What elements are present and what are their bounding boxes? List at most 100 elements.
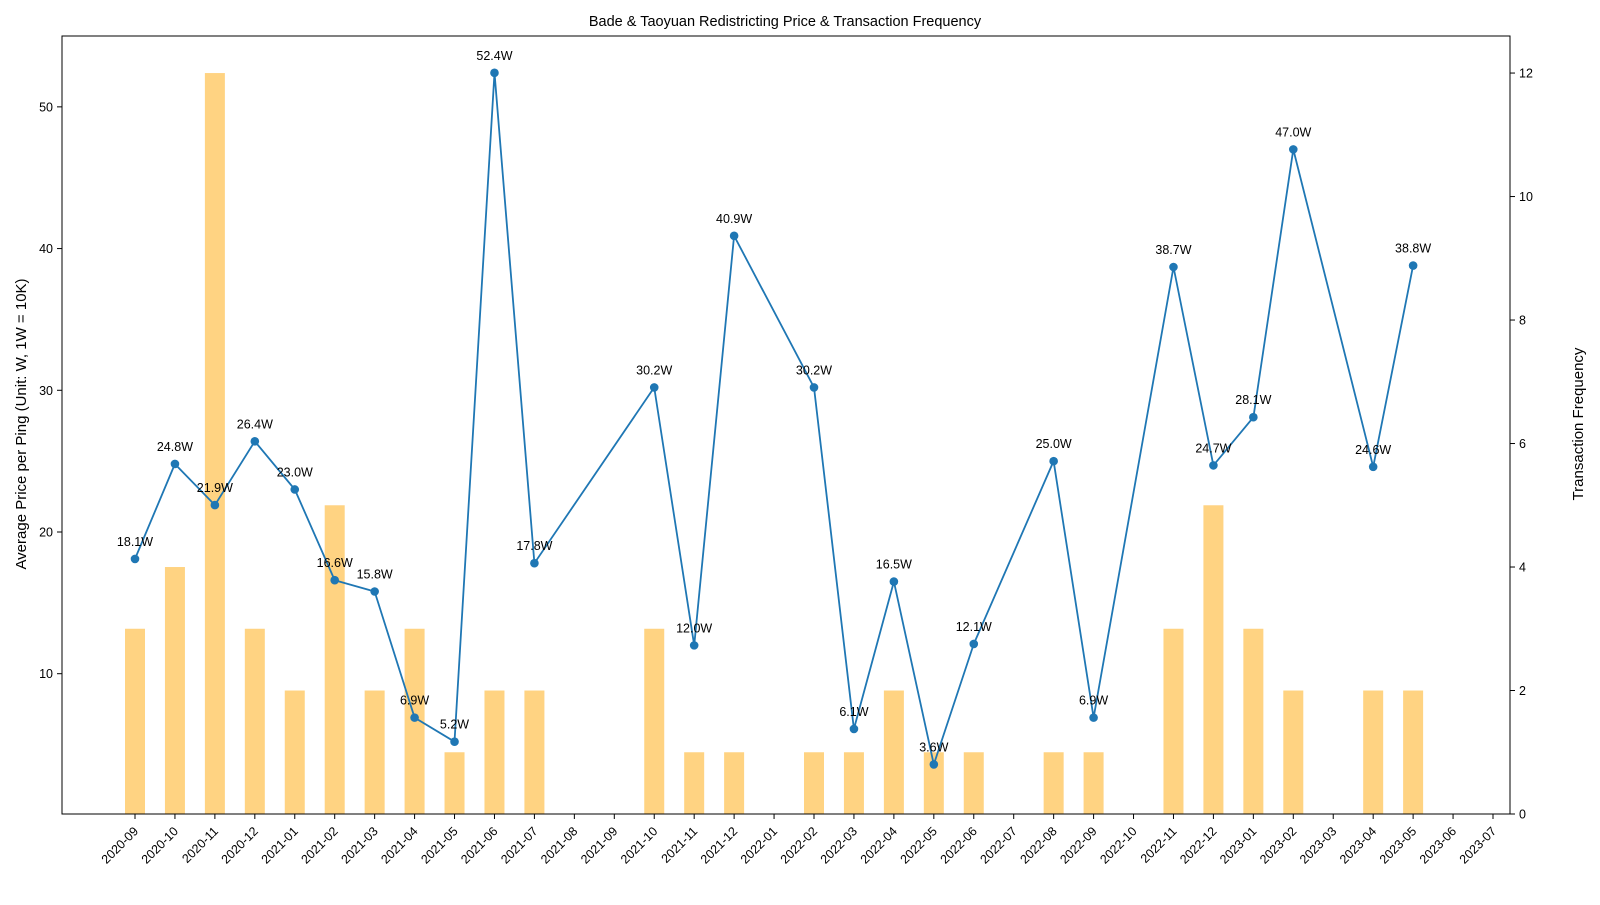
price-point	[210, 500, 220, 510]
price-point	[370, 587, 379, 596]
plot-frame	[61, 35, 1511, 815]
price-point	[1169, 262, 1178, 272]
price-point	[929, 760, 939, 769]
y-tick-label-left: 30	[39, 384, 53, 398]
frequency-bar	[324, 505, 345, 814]
price-data-label: 12.1W	[956, 620, 992, 634]
price-point	[649, 383, 659, 392]
x-tick-label: 2021-07	[498, 824, 540, 866]
frequency-bar	[963, 752, 984, 814]
price-point	[450, 737, 459, 747]
price-data-label: 16.6W	[317, 556, 353, 570]
x-tick-label: 2023-07	[1457, 824, 1499, 866]
frequency-bar	[164, 567, 185, 814]
x-tick-label: 2021-09	[578, 824, 620, 866]
chart-title: Bade & Taoyuan Redistricting Price & Tra…	[589, 14, 982, 30]
frequency-bar	[1203, 505, 1224, 814]
price-data-label: 21.9W	[197, 481, 233, 495]
price-data-label: 30.2W	[796, 363, 832, 377]
price-data-label: 18.1W	[117, 535, 153, 549]
price-data-label: 12.0W	[676, 621, 712, 635]
frequency-bar	[125, 628, 145, 814]
price-point	[490, 68, 499, 78]
frequency-bar	[1043, 752, 1064, 814]
price-point	[1089, 713, 1098, 722]
x-tick-label: 2020-11	[179, 824, 221, 866]
x-tick-label: 2021-01	[259, 824, 301, 866]
frequency-bar	[684, 752, 705, 814]
y-tick-label-right: 12	[1519, 67, 1533, 81]
price-data-label: 47.0W	[1275, 125, 1311, 139]
x-tick-label: 2023-02	[1257, 824, 1299, 866]
data-labels-layer: 18.1W 24.8W 21.9W 26.4W 23.0W 16.6W 15.8W 6.9W 5…	[117, 49, 1431, 755]
frequency-bar	[804, 752, 824, 814]
x-tick-label: 2021-08	[538, 824, 580, 866]
price-data-label: 28.1W	[1235, 393, 1271, 407]
x-tick-label: 2022-06	[938, 824, 980, 866]
price-data-label: 23.0W	[277, 465, 313, 479]
x-tick-label: 2022-12	[1177, 824, 1219, 866]
price-point	[1249, 412, 1258, 422]
y-tick-label-right: 2	[1519, 684, 1526, 698]
price-point	[1368, 462, 1378, 472]
x-tick-label: 2023-03	[1297, 824, 1339, 866]
frequency-bar	[444, 752, 465, 814]
frequency-bar	[244, 628, 265, 814]
price-point	[1209, 461, 1218, 470]
price-point	[410, 713, 419, 722]
x-tick-label: 2020-10	[139, 824, 181, 866]
price-data-label: 52.4W	[476, 49, 512, 63]
y-tick-label-left: 40	[39, 242, 53, 256]
price-point	[170, 459, 180, 469]
x-tick-label: 2022-07	[977, 824, 1019, 866]
price-data-label: 6.1W	[839, 705, 868, 719]
y-tick-label-left: 10	[39, 667, 53, 681]
y-tick-label-right: 4	[1519, 561, 1526, 575]
x-tick-label: 2023-04	[1337, 824, 1379, 866]
frequency-bar	[364, 690, 385, 814]
x-tick-label: 2020-09	[99, 824, 141, 866]
price-point	[130, 554, 140, 564]
x-tick-label: 2022-08	[1017, 824, 1059, 866]
price-point	[849, 724, 859, 734]
frequency-bar	[1283, 690, 1304, 814]
x-tick-label: 2022-02	[778, 824, 820, 866]
price-point	[290, 485, 300, 494]
price-point	[969, 639, 979, 649]
price-data-label: 40.9W	[716, 212, 752, 226]
x-tick-label: 2021-12	[698, 824, 740, 866]
price-data-label: 38.7W	[1155, 243, 1191, 257]
bars-layer	[125, 73, 1424, 815]
price-data-label: 24.6W	[1355, 443, 1391, 457]
price-data-label: 16.5W	[876, 558, 912, 572]
y-tick-label-left: 20	[39, 525, 53, 539]
frequency-bar	[1163, 628, 1184, 814]
price-data-label: 6.9W	[1079, 694, 1108, 708]
price-data-label: 5.2W	[440, 718, 469, 732]
frequency-bar	[204, 73, 225, 815]
x-tick-label: 2023-01	[1217, 824, 1259, 866]
frequency-bar	[1083, 752, 1104, 814]
price-point	[1408, 261, 1418, 270]
x-tick-label: 2021-04	[378, 824, 420, 866]
price-data-label: 24.8W	[157, 440, 193, 454]
price-data-label: 30.2W	[636, 363, 672, 377]
x-tick-label: 2022-03	[818, 824, 860, 866]
x-tick-label: 2022-09	[1057, 824, 1099, 866]
x-tick-label: 2022-11	[1138, 824, 1180, 866]
price-point	[250, 436, 260, 446]
frequency-bar	[644, 628, 665, 814]
frequency-bar	[1363, 690, 1384, 814]
price-point	[1288, 145, 1298, 154]
price-point	[889, 577, 899, 586]
price-point	[1049, 456, 1058, 466]
y-tick-label-left: 50	[39, 100, 53, 114]
x-tick-label: 2021-06	[458, 824, 500, 866]
x-tick-label: 2022-01	[738, 824, 780, 866]
x-tick-label: 2020-12	[219, 824, 261, 866]
y-axis-label-left: Average Price per Ping (Unit: W, 1W = 10…	[13, 278, 30, 569]
x-tick-label: 2021-05	[418, 824, 460, 866]
x-tick-label: 2023-06	[1417, 824, 1459, 866]
